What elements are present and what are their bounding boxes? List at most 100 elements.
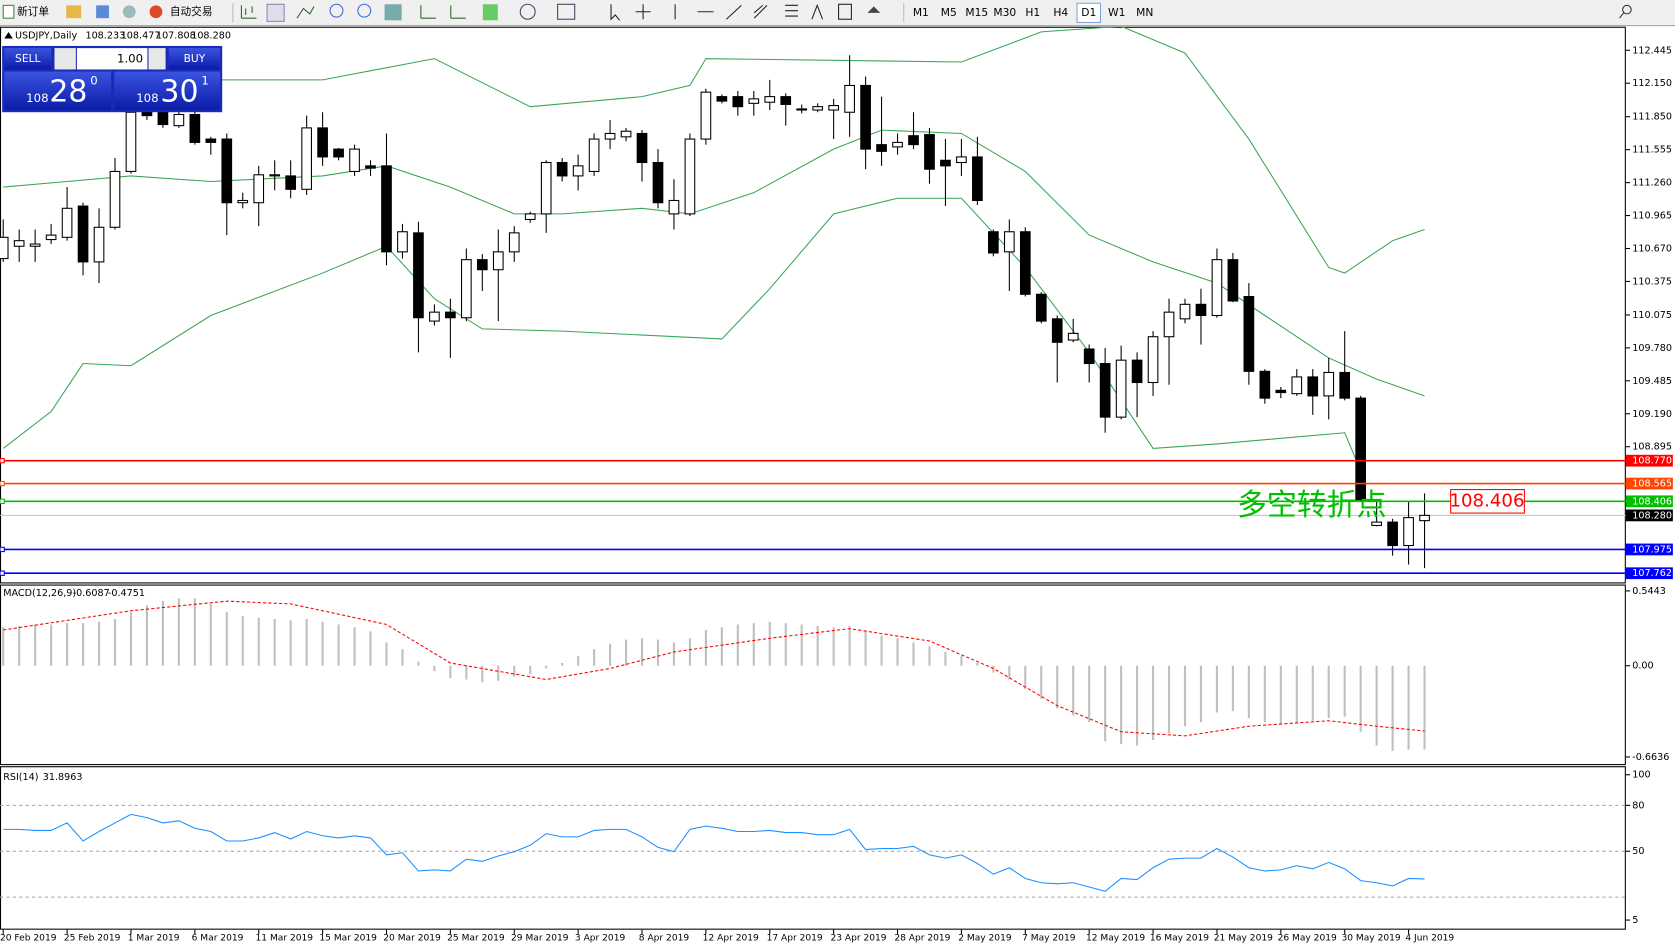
tile-icon[interactable] [384,4,402,21]
search-icon[interactable] [1619,12,1625,19]
candle-body [1147,336,1159,384]
icon[interactable] [66,5,82,19]
level-handle [0,570,5,576]
candle-body [1243,295,1255,372]
y-tick-label: 110.075 [1632,310,1672,321]
zoom-in[interactable] [329,3,344,18]
candle-body [860,84,871,150]
candle-body [1035,293,1047,322]
timeframe-button[interactable]: W1 [1108,6,1125,19]
x-tick-label: 2 May 2019 [958,934,1012,944]
candle-body [29,243,41,247]
buy-price-point[interactable]: 1 [201,74,208,88]
buy-price-big[interactable]: 108 [136,91,158,105]
sell-price-box[interactable] [4,71,112,111]
timeframe-button[interactable]: H1 [1025,6,1040,19]
candle-body [1339,371,1351,399]
search-icon[interactable] [1622,4,1632,15]
crosshair-icon[interactable] [635,4,651,20]
lot-down[interactable] [54,48,76,70]
rsi-line [3,813,1425,892]
timeframe-button[interactable]: M15 [965,6,988,19]
bar-chart-icon[interactable] [240,5,257,19]
line-icon[interactable] [296,6,315,19]
timeframe-active[interactable] [1076,2,1102,23]
buy-label[interactable]: BUY [184,52,206,65]
price-callout-box [1450,489,1525,514]
x-tick-label: 26 May 2019 [1278,934,1337,944]
y-tick-label: 100 [1632,770,1650,781]
y-tick-label: 111.555 [1632,145,1672,156]
indicators-icon[interactable] [482,4,498,21]
candle-icon[interactable] [266,3,285,22]
candle-body [780,96,792,105]
candle-body [972,156,983,202]
x-tick-label: 23 Apr 2019 [830,934,886,944]
x-tick-label: 12 Apr 2019 [703,934,759,944]
timeframe-button[interactable]: M30 [993,6,1016,19]
rsi-title: RSI(14) [3,772,38,783]
one-click-trading: SELL 1.00 BUY 108 28 0 108 30 1 [2,45,223,113]
candle-body [908,135,919,146]
level-tag [1625,477,1673,490]
cursor-icon[interactable] [610,4,620,21]
level-handle [0,546,5,553]
candle-body [221,138,233,204]
timeframe-button[interactable]: H4 [1053,6,1068,19]
timeframe-button[interactable]: M5 [941,6,957,19]
candle-body [828,105,839,111]
candle-body [732,96,744,108]
scroll-icon[interactable] [420,5,436,19]
timeframe-bar: M1 M5 M15 M30 H1 H4 D1 W1 MN [913,2,1153,23]
new-order-icon[interactable] [2,4,15,19]
lot-up[interactable] [148,48,166,70]
auto-trading-button[interactable]: 自动交易 [170,5,213,18]
sell-label[interactable]: SELL [15,52,40,65]
timeframe-button[interactable]: M1 [913,6,929,19]
sell-price-big[interactable]: 108 [26,91,48,105]
timeframe-button[interactable]: D1 [1081,6,1096,19]
sell-button[interactable] [4,48,52,70]
level-tag [1625,454,1673,467]
candle-body [1019,231,1031,295]
periods-icon[interactable] [519,3,536,20]
buy-price-box[interactable] [114,71,221,111]
label-icon[interactable] [838,3,852,20]
candle-body [317,127,328,158]
candle-body [620,130,632,138]
fibo-icon[interactable] [785,4,798,17]
candle-body [588,138,600,172]
candle-body [1067,332,1079,341]
new-order-button[interactable]: 新订单 [17,5,49,18]
buy-button[interactable] [168,48,221,70]
arrows-icon[interactable] [867,6,881,13]
icon[interactable] [122,5,136,19]
timeframe-button[interactable]: MN [1136,6,1153,19]
buy-price-pips[interactable]: 30 [160,74,198,109]
sell-price-pips[interactable]: 28 [49,74,87,109]
zoom-out[interactable] [357,3,372,18]
icon[interactable] [96,5,109,19]
candle-body [604,132,616,140]
trendline-icon[interactable] [726,4,742,20]
lot-input[interactable] [76,48,148,70]
candle-body [365,165,376,169]
candle-body [125,111,137,172]
x-tick-label: 30 May 2019 [1341,934,1400,944]
candle-body [1131,359,1143,384]
auto-trading-icon[interactable] [149,5,163,19]
y-tick-label: 109.485 [1632,376,1672,387]
candle-body [13,240,25,247]
sell-price-point[interactable]: 0 [90,74,97,88]
shift-icon[interactable] [450,5,466,19]
candle-body [844,84,855,113]
title-marker [4,32,13,39]
templates-icon[interactable] [557,3,576,20]
chart-title: USDJPY,Daily [15,30,77,41]
channel-icon[interactable] [753,4,768,19]
level-handle [0,458,5,464]
text-icon[interactable] [811,3,824,20]
lot-value[interactable]: 1.00 [117,51,143,65]
y-tick-label: 0.00 [1632,661,1653,672]
